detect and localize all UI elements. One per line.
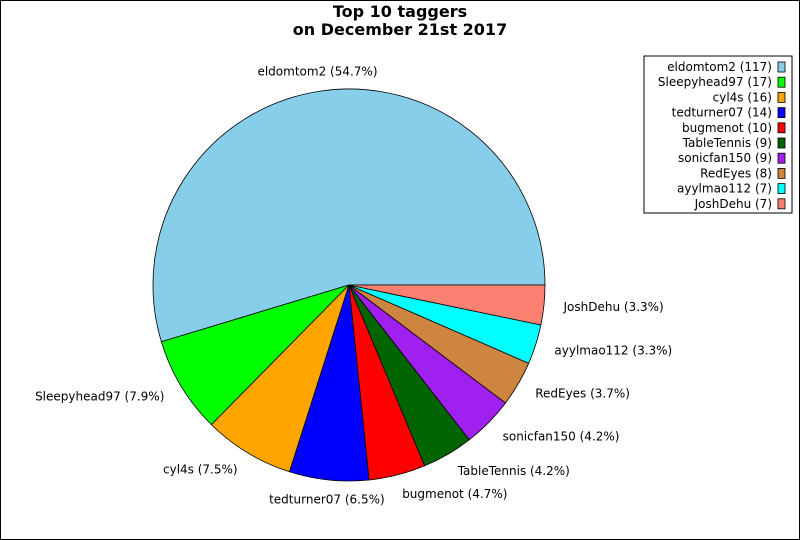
legend-swatch-sleepyhead97 (777, 76, 786, 88)
legend-label-eldomtom2: eldomtom2 (117) (667, 60, 772, 74)
pie-slice-eldomtom2 (152, 88, 546, 343)
slice-label-eldomtom2: eldomtom2 (54.7%) (257, 65, 377, 79)
legend-swatch-bugmenot (777, 122, 786, 134)
slice-label-joshdehu: JoshDehu (3.3%) (563, 300, 664, 314)
legend: eldomtom2 (117)Sleepyhead97 (17)cyl4s (1… (643, 55, 793, 214)
legend-swatch-eldomtom2 (777, 61, 786, 73)
legend-label-bugmenot: bugmenot (10) (682, 121, 772, 135)
legend-box (643, 55, 793, 214)
legend-swatch-joshdehu (777, 198, 786, 210)
slice-label-tabletennis: TableTennis (4.2%) (457, 464, 570, 478)
legend-label-ayylmao112: ayylmao112 (7) (677, 182, 772, 196)
chart-title-line-1: Top 10 taggers (333, 2, 467, 21)
legend-label-sleepyhead97: Sleepyhead97 (17) (658, 75, 772, 89)
legend-swatch-tabletennis (777, 137, 786, 149)
pie-slices (152, 88, 546, 482)
chart-title-line-2: on December 21st 2017 (293, 20, 507, 39)
slice-label-sleepyhead97: Sleepyhead97 (7.9%) (35, 389, 164, 403)
legend-label-cyl4s: cyl4s (16) (713, 90, 772, 104)
legend-label-joshdehu: JoshDehu (7) (694, 197, 772, 211)
pie-slice-labels: eldomtom2 (54.7%) Sleepyhead97 (7.9%) cyl4… (35, 65, 672, 507)
legend-label-tedturner07: tedturner07 (14) (672, 106, 772, 120)
slice-label-cyl4s: cyl4s (7.5%) (163, 463, 238, 477)
legend-swatch-sonicfan150 (777, 152, 786, 164)
pie-slice-sleepyhead97 (160, 284, 350, 426)
slice-label-ayylmao112: ayylmao112 (3.3%) (554, 343, 672, 357)
legend-swatch-redeyes (777, 167, 786, 179)
legend-swatch-tedturner07 (777, 107, 786, 118)
legend-label-sonicfan150: sonicfan150 (9) (678, 151, 772, 165)
slice-label-redeyes: RedEyes (3.7%) (535, 387, 630, 401)
slice-label-bugmenot: bugmenot (4.7%) (402, 487, 507, 501)
legend-swatch-cyl4s (777, 92, 786, 103)
legend-swatch-ayylmao112 (777, 183, 786, 195)
slice-label-sonicfan150: sonicfan150 (4.2%) (503, 429, 620, 443)
legend-label-tabletennis: TableTennis (9) (682, 136, 772, 150)
pie-slice-joshdehu (348, 284, 546, 326)
slice-label-tedturner07: tedturner07 (6.5%) (269, 493, 385, 507)
legend-label-redeyes: RedEyes (8) (700, 166, 772, 180)
